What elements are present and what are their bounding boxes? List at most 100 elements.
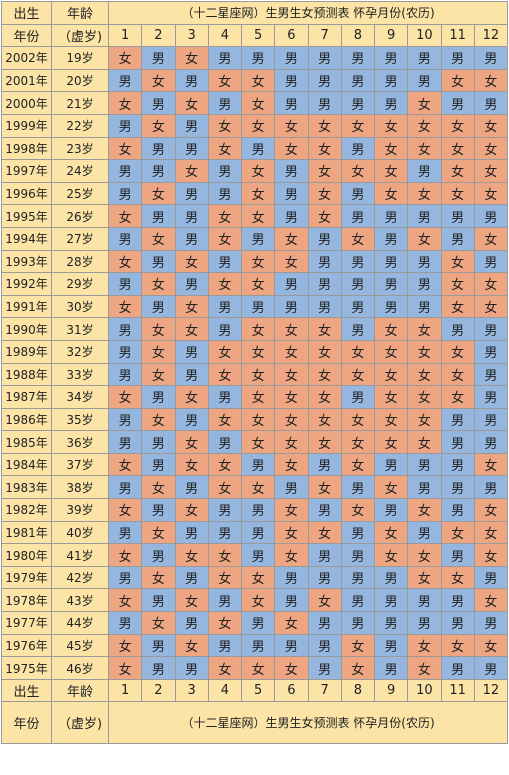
prediction-cell: 女 bbox=[107, 249, 143, 274]
prediction-cell: 女 bbox=[174, 317, 209, 341]
prediction-cell: 女 bbox=[174, 249, 209, 274]
prediction-cell: 女 bbox=[440, 339, 475, 364]
prediction-cell: 男 bbox=[340, 91, 376, 115]
prediction-cell: 男 bbox=[407, 204, 442, 228]
prediction-cell: 女 bbox=[407, 317, 442, 341]
prediction-cell: 男 bbox=[340, 46, 376, 70]
prediction-cell: 男 bbox=[473, 430, 509, 454]
prediction-cell: 男 bbox=[407, 520, 442, 545]
prediction-cell: 男 bbox=[274, 272, 309, 296]
prediction-cell: 女 bbox=[107, 588, 143, 613]
prediction-cell: 男 bbox=[107, 407, 143, 432]
prediction-cell: 男 bbox=[440, 91, 475, 115]
prediction-cell: 女 bbox=[274, 543, 309, 567]
prediction-cell: 男 bbox=[174, 362, 209, 387]
prediction-cell: 男 bbox=[141, 633, 176, 658]
prediction-cell: 女 bbox=[274, 611, 309, 635]
prediction-cell: 女 bbox=[240, 407, 276, 432]
birth-year-cell: 1986年 bbox=[1, 407, 52, 432]
month-header-5: 5 bbox=[240, 23, 276, 48]
prediction-cell: 男 bbox=[407, 294, 442, 319]
prediction-cell: 女 bbox=[307, 362, 342, 387]
table-row: 1990年 31岁男女女男女女女男女女男男 bbox=[1, 317, 509, 341]
prediction-cell: 女 bbox=[373, 520, 409, 545]
prediction-cell: 女 bbox=[240, 430, 276, 454]
prediction-cell: 男 bbox=[340, 475, 376, 500]
month-header-2: 2 bbox=[141, 23, 176, 48]
table-row: 1983年 38岁男女男女女男女男女男男男 bbox=[1, 475, 509, 500]
prediction-cell: 女 bbox=[274, 430, 309, 454]
prediction-cell: 男 bbox=[407, 249, 442, 274]
table-row: 1980年 41岁女男女女男女男男女女男女 bbox=[1, 543, 509, 567]
nominal-age-cell: 46岁 bbox=[51, 656, 109, 680]
prediction-cell: 女 bbox=[307, 159, 342, 183]
nominal-age-cell: 27岁 bbox=[51, 226, 109, 251]
prediction-cell: 男 bbox=[240, 633, 276, 658]
prediction-cell: 女 bbox=[473, 226, 509, 251]
prediction-cell: 女 bbox=[473, 294, 509, 319]
prediction-cell: 男 bbox=[473, 317, 509, 341]
prediction-cell: 女 bbox=[440, 181, 475, 206]
prediction-cell: 女 bbox=[373, 317, 409, 341]
table-row: 1994年 27岁男女男女男女男女男女男女 bbox=[1, 226, 509, 251]
prediction-cell: 女 bbox=[373, 181, 409, 206]
prediction-cell: 女 bbox=[340, 339, 376, 364]
prediction-cell: 男 bbox=[141, 656, 176, 680]
prediction-cell: 男 bbox=[207, 520, 243, 545]
nominal-age-cell: 43岁 bbox=[51, 588, 109, 613]
nominal-age-cell: 33岁 bbox=[51, 362, 109, 387]
prediction-cell: 女 bbox=[107, 498, 143, 522]
prediction-cell: 女 bbox=[340, 498, 376, 522]
prediction-cell: 男 bbox=[207, 633, 243, 658]
prediction-cell: 男 bbox=[440, 317, 475, 341]
birth-year-cell: 1996年 bbox=[1, 181, 52, 206]
prediction-cell: 男 bbox=[274, 91, 309, 115]
month-header-12: 12 bbox=[473, 23, 509, 48]
prediction-cell: 男 bbox=[373, 294, 409, 319]
month-footer-4: 4 bbox=[207, 678, 243, 703]
prediction-cell: 女 bbox=[207, 543, 243, 567]
prediction-cell: 女 bbox=[274, 407, 309, 432]
prediction-cell: 女 bbox=[240, 181, 276, 206]
prediction-cell: 男 bbox=[107, 226, 143, 251]
prediction-cell: 女 bbox=[207, 362, 243, 387]
prediction-cell: 男 bbox=[174, 407, 209, 432]
prediction-cell: 女 bbox=[240, 385, 276, 409]
prediction-cell: 女 bbox=[473, 588, 509, 613]
prediction-cell: 男 bbox=[174, 204, 209, 228]
table-title-footer: （十二星座网）生男生女预测表 怀孕月份(农历) bbox=[107, 701, 509, 745]
table-row: 1976年 45岁女男女男男男男女男女女女 bbox=[1, 633, 509, 658]
prediction-cell: 男 bbox=[440, 430, 475, 454]
prediction-cell: 女 bbox=[407, 656, 442, 680]
prediction-cell: 男 bbox=[307, 68, 342, 93]
nominal-age-cell: 42岁 bbox=[51, 565, 109, 590]
table-row: 1989年 32岁男女男女女女女女女女女男 bbox=[1, 339, 509, 364]
prediction-cell: 女 bbox=[207, 136, 243, 161]
prediction-cell: 男 bbox=[407, 46, 442, 70]
prediction-cell: 女 bbox=[473, 181, 509, 206]
prediction-cell: 男 bbox=[373, 611, 409, 635]
prediction-cell: 女 bbox=[141, 68, 176, 93]
birth-year-cell: 1988年 bbox=[1, 362, 52, 387]
prediction-cell: 女 bbox=[340, 430, 376, 454]
prediction-cell: 女 bbox=[141, 272, 176, 296]
prediction-cell: 男 bbox=[473, 91, 509, 115]
prediction-cell: 男 bbox=[240, 520, 276, 545]
prediction-cell: 男 bbox=[240, 611, 276, 635]
prediction-cell: 男 bbox=[107, 520, 143, 545]
prediction-cell: 女 bbox=[207, 565, 243, 590]
prediction-cell: 男 bbox=[174, 520, 209, 545]
table-row: 2000年 21岁女男女男女男男男男女男男 bbox=[1, 91, 509, 115]
prediction-cell: 男 bbox=[340, 136, 376, 161]
prediction-cell: 男 bbox=[473, 611, 509, 635]
month-footer-2: 2 bbox=[141, 678, 176, 703]
prediction-cell: 女 bbox=[207, 339, 243, 364]
prediction-cell: 男 bbox=[141, 46, 176, 70]
nominal-age-cell: 39岁 bbox=[51, 498, 109, 522]
prediction-cell: 女 bbox=[207, 452, 243, 477]
age-footer: 年龄 bbox=[51, 678, 109, 703]
prediction-cell: 男 bbox=[307, 91, 342, 115]
prediction-cell: 男 bbox=[373, 204, 409, 228]
prediction-cell: 女 bbox=[274, 136, 309, 161]
prediction-cell: 男 bbox=[240, 294, 276, 319]
